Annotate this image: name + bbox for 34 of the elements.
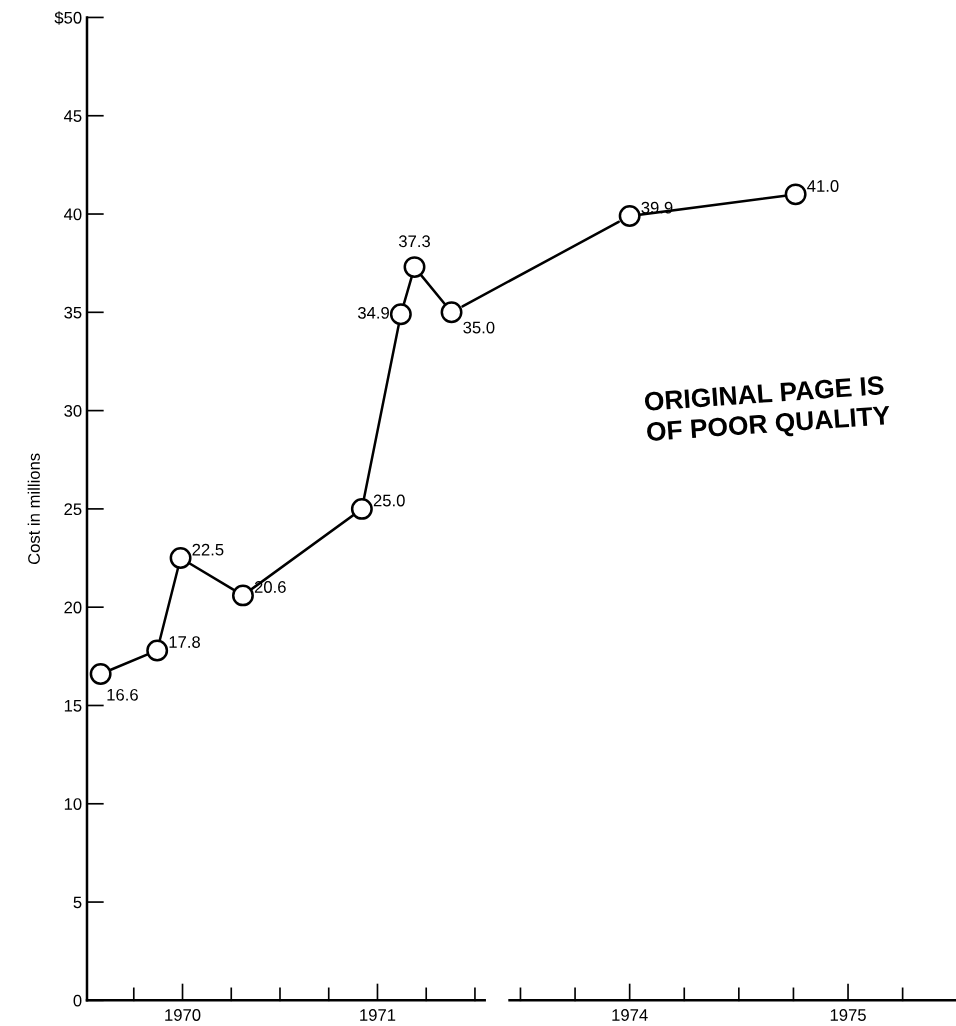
point xyxy=(403,256,426,279)
data-label: 16.6 xyxy=(107,688,138,701)
point xyxy=(350,497,373,520)
y-tick-label: 5 xyxy=(73,896,82,909)
x-tick-label: 1975 xyxy=(830,1009,866,1021)
point xyxy=(89,663,112,685)
y-tick-label: 35 xyxy=(64,306,82,319)
x-tick-label: 1974 xyxy=(612,1009,648,1021)
data-label: 20.6 xyxy=(254,581,286,593)
data-label: 35.0 xyxy=(463,321,495,334)
x-tick-label: 1971 xyxy=(360,1009,396,1021)
y-tick-label: 10 xyxy=(64,798,82,810)
point xyxy=(440,301,463,324)
point xyxy=(231,584,254,607)
data-label: 37.3 xyxy=(398,235,430,248)
y-tick-label: 30 xyxy=(64,405,82,417)
point xyxy=(389,303,412,326)
x-tick-label: 1970 xyxy=(165,1009,201,1021)
y-tick-label: 20 xyxy=(64,601,82,614)
data-label: 25.0 xyxy=(373,494,405,507)
point xyxy=(169,547,192,570)
data-label: 22.5 xyxy=(192,543,224,556)
y-tick-label: 15 xyxy=(64,700,82,712)
y-tick-label: $50 xyxy=(54,11,82,25)
y-axis-title: Cost in millions xyxy=(27,453,40,565)
point xyxy=(146,639,169,662)
data-label: 17.8 xyxy=(169,636,200,648)
y-tick-label: 0 xyxy=(73,994,82,1007)
annotation: ORIGINAL PAGE IS OF POOR QUALITY xyxy=(644,375,891,447)
data-label: 41.0 xyxy=(807,180,839,192)
data-label: 34.9 xyxy=(357,306,389,319)
y-tick-label: 25 xyxy=(64,503,82,516)
y-tick-label: 45 xyxy=(63,110,82,122)
y-tick-label: 40 xyxy=(63,208,82,221)
